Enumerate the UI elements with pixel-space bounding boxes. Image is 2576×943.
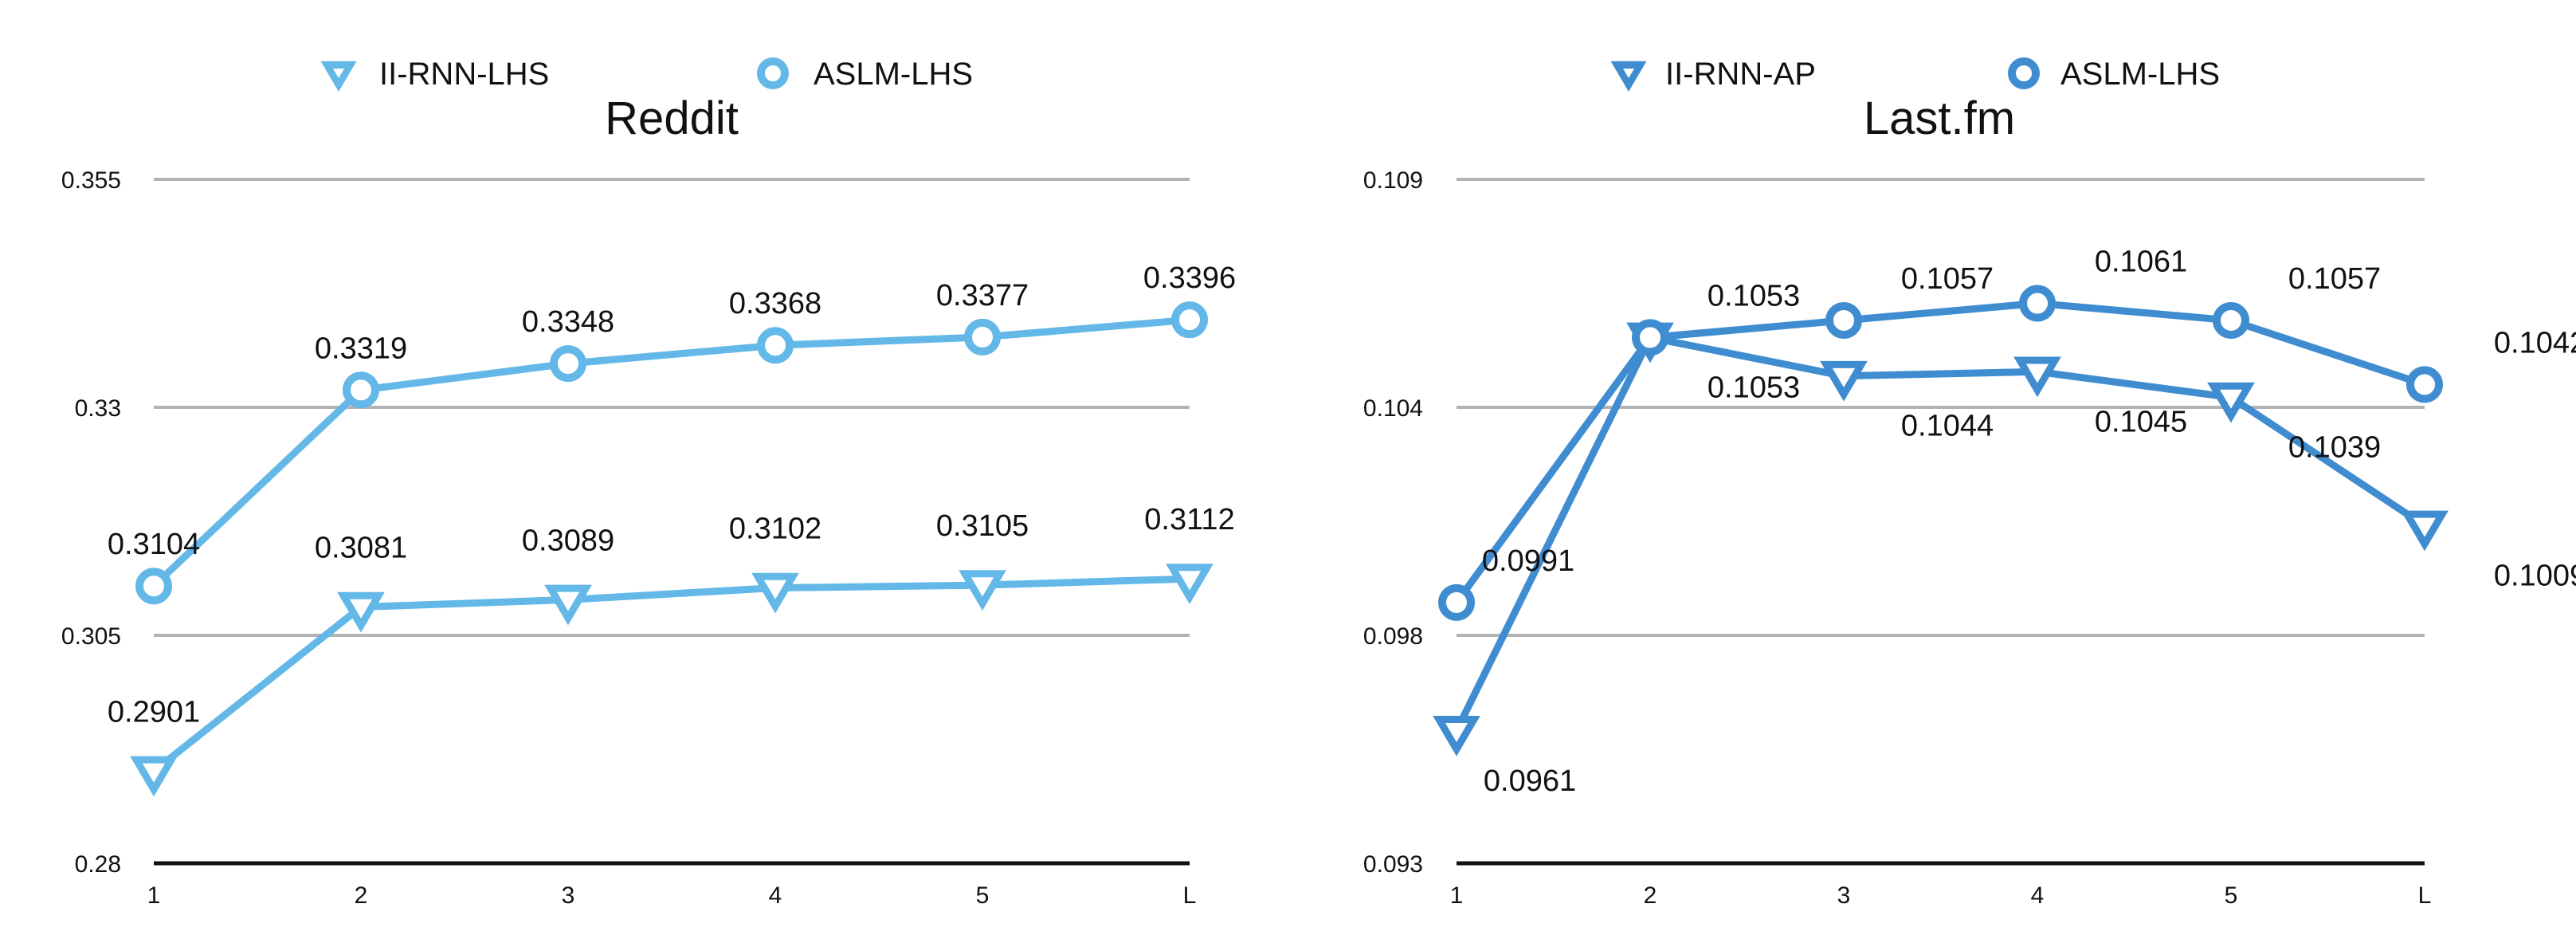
data-label: 0.3396 [1143,261,1236,295]
data-point [1166,564,1214,605]
data-label: 0.3089 [522,524,614,557]
series-line [1453,300,2426,605]
chart-panel-2: Last.fm 0.093 0.098 0.104 0.109 1 2 3 4 5 L II-RNN-… [1363,57,2576,909]
x-tick-label: 4 [769,882,782,909]
data-label: 0.1039 [2288,430,2381,464]
data-label: 0.3105 [936,509,1029,543]
x-tick-label: 4 [2031,882,2045,909]
legend-label: II-RNN-LHS [379,57,549,92]
legend-label: ASLM-LHS [2060,57,2220,92]
data-point [1632,319,1668,356]
legend-label: II-RNN-AP [1665,57,1816,92]
x-tick-label: 1 [1450,882,1464,909]
data-point [2401,510,2449,552]
chart-title: Last.fm [1864,92,2015,144]
x-tick-label: 2 [355,882,368,909]
legend-marker-circle-icon [2008,57,2040,89]
data-point [757,327,794,364]
data-label: 0.0991 [1482,544,1574,578]
y-tick-label: 0.355 [61,167,121,194]
data-point [135,568,172,605]
legend-marker-circle-icon [757,57,789,89]
data-label: 0.1053 [1708,279,1800,312]
data-point [2207,382,2255,423]
data-label: 0.2901 [108,695,200,729]
data-point [2019,285,2056,322]
data-label: 0.1045 [2095,405,2187,438]
data-label: 0.1009 [2494,559,2576,592]
data-point [1438,583,1475,621]
data-label: 0.3377 [936,279,1029,312]
series-line [1453,333,2427,733]
data-point [130,756,178,797]
data-label: 0.3112 [1144,503,1234,536]
data-label: 0.1053 [1708,371,1800,404]
data-point [1820,360,1868,402]
data-point [343,371,379,409]
data-point [337,591,385,633]
data-label: 0.0961 [1484,764,1576,798]
y-tick-label: 0.305 [61,623,121,650]
data-label: 0.3102 [729,513,821,546]
data-point [1433,715,1480,756]
data-label: 0.1044 [1901,410,1994,443]
x-tick-label: L [2418,882,2432,909]
data-point [2213,301,2249,339]
y-tick-label: 0.33 [75,395,121,422]
data-label: 0.3348 [522,305,614,339]
data-label: 0.1042 [2494,326,2576,360]
x-tick-label: 5 [976,882,990,909]
y-tick-label: 0.098 [1363,623,1423,650]
y-tick-label: 0.28 [75,851,121,878]
chart-panel-1: Reddit 0.28 0.305 0.33 0.355 1 2 3 4 5 L II-RNN-LHS… [61,57,1236,909]
data-label: 0.3104 [108,528,200,561]
x-tick-label: 1 [147,882,161,909]
data-point [959,570,1006,611]
data-label: 0.3081 [315,532,407,565]
legend-marker-triangle-icon-inner [1623,69,1634,78]
data-point [550,345,586,383]
data-point [751,572,799,614]
x-tick-label: L [1183,882,1197,909]
x-tick-label: 3 [562,882,575,909]
x-tick-label: 3 [1837,882,1851,909]
x-tick-label: 5 [2225,882,2238,909]
data-label: 0.3368 [729,287,821,320]
data-point [1825,301,1862,339]
data-label: 0.1061 [2095,246,2187,279]
data-point [544,584,592,626]
data-label: 0.1057 [1901,262,1994,296]
y-tick-label: 0.104 [1363,395,1423,422]
y-tick-label: 0.093 [1363,851,1423,878]
data-point [1171,301,1208,339]
chart-title: Reddit [605,92,739,144]
y-tick-label: 0.109 [1363,167,1423,194]
legend-label: ASLM-LHS [814,57,973,92]
legend-marker-triangle-icon-inner [333,69,344,78]
data-point [964,318,1001,356]
series-line [151,316,1190,589]
data-point [2406,366,2443,403]
data-label: 0.1057 [2288,262,2381,296]
x-tick-label: 2 [1644,882,1657,909]
data-point [2013,356,2061,398]
data-label: 0.3319 [315,332,407,365]
series-line [151,575,1190,774]
